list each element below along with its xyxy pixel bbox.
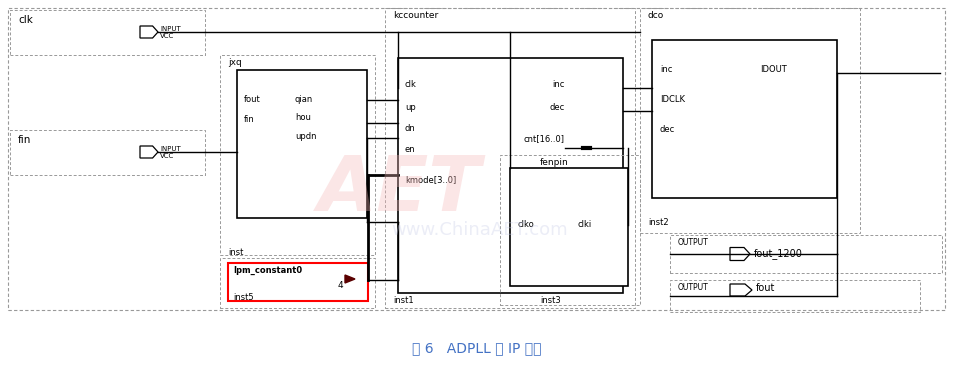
Text: fenpin: fenpin (539, 158, 568, 167)
Text: VCC: VCC (160, 153, 174, 159)
Polygon shape (140, 26, 158, 38)
Text: clk: clk (405, 80, 416, 89)
Text: clki: clki (578, 220, 592, 230)
Text: OUTPUT: OUTPUT (678, 238, 708, 247)
Text: INPUT: INPUT (160, 26, 180, 32)
Bar (228, 263, 368, 301)
Bar (669, 280, 919, 312)
Text: updn: updn (294, 132, 316, 141)
Text: qian: qian (294, 95, 313, 104)
Bar (669, 235, 941, 273)
Text: www.ChinaAET.com: www.ChinaAET.com (392, 221, 568, 239)
Text: inst: inst (228, 248, 243, 257)
Text: dec: dec (549, 103, 564, 112)
Text: 4: 4 (337, 280, 343, 289)
Bar (499, 155, 639, 305)
Text: IDOUT: IDOUT (760, 65, 786, 74)
Bar (385, 8, 635, 308)
Text: fout_1200: fout_1200 (753, 248, 802, 259)
Text: dco: dco (647, 11, 663, 20)
Text: inst2: inst2 (647, 218, 668, 227)
Text: fin: fin (244, 115, 254, 124)
Bar (220, 55, 375, 255)
Text: clko: clko (517, 220, 535, 230)
Bar (220, 258, 375, 308)
Text: inc: inc (552, 80, 564, 89)
Text: inc: inc (659, 65, 672, 74)
Text: INPUT: INPUT (160, 146, 180, 152)
Text: jxq: jxq (228, 58, 241, 67)
Text: inst5: inst5 (233, 293, 253, 302)
Text: kccounter: kccounter (393, 11, 437, 20)
Bar (651, 40, 836, 198)
Text: cnt[16..0]: cnt[16..0] (523, 134, 564, 143)
Text: fout: fout (755, 283, 775, 293)
Text: AET: AET (318, 153, 481, 227)
Text: up: up (405, 103, 416, 112)
Polygon shape (729, 284, 751, 296)
Text: OUTPUT: OUTPUT (678, 283, 708, 292)
Text: dec: dec (659, 125, 675, 134)
Polygon shape (140, 146, 158, 158)
Text: kmode[3..0]: kmode[3..0] (405, 175, 456, 184)
Bar (397, 58, 622, 293)
Bar (510, 168, 627, 286)
Bar (10, 130, 205, 175)
Text: IDCLK: IDCLK (659, 95, 684, 104)
Text: fin: fin (18, 135, 31, 145)
Polygon shape (345, 275, 355, 283)
Bar (10, 10, 205, 55)
Text: dn: dn (405, 124, 416, 133)
Text: hou: hou (294, 113, 311, 122)
Text: en: en (405, 145, 416, 154)
Bar (236, 70, 367, 218)
Text: inst3: inst3 (539, 296, 560, 305)
Text: inst1: inst1 (393, 296, 414, 305)
Text: fout: fout (244, 95, 260, 104)
Text: lpm_constant0: lpm_constant0 (233, 266, 302, 275)
Text: 图 6   ADPLL 的 IP 硬核: 图 6 ADPLL 的 IP 硬核 (412, 341, 541, 355)
Polygon shape (729, 247, 749, 261)
Bar (8, 8, 944, 310)
Bar (639, 8, 859, 233)
Text: clk: clk (18, 15, 32, 25)
Text: VCC: VCC (160, 33, 174, 39)
